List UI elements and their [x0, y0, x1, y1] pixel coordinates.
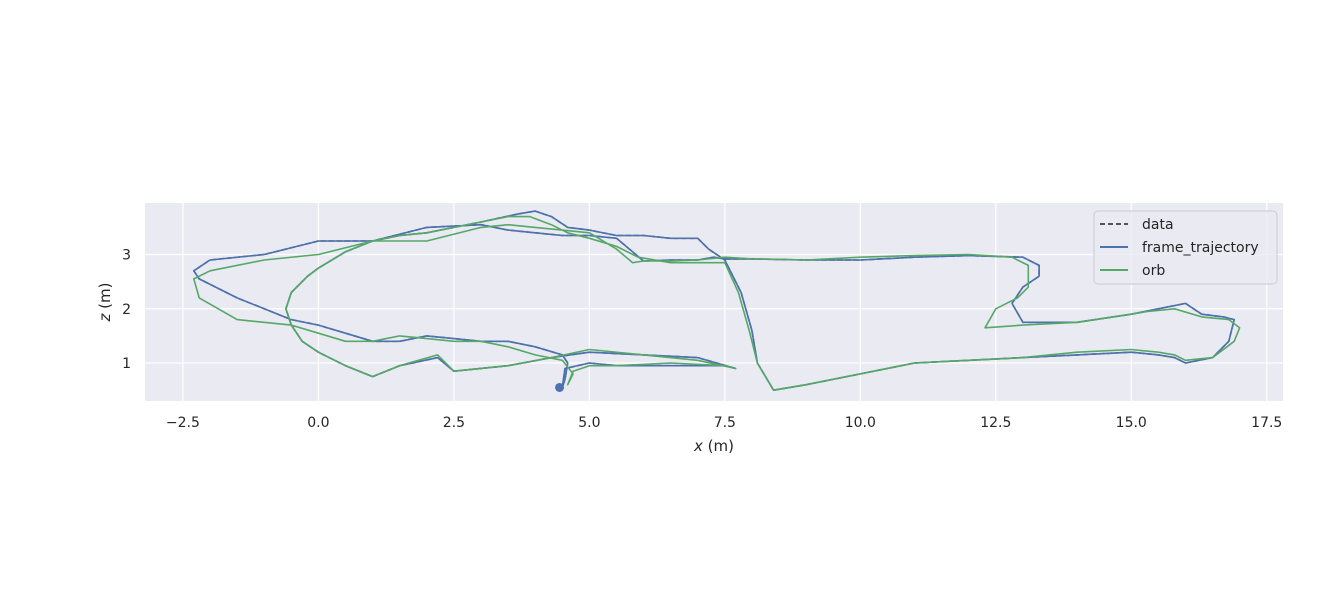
y-tick-label: 2 [122, 302, 131, 318]
series-layer [193, 210, 1241, 392]
plot-area [145, 203, 1283, 401]
y-axis-label-var: z [96, 312, 114, 322]
x-tick-label: 12.5 [980, 415, 1011, 431]
legend-box [1093, 210, 1278, 285]
x-tick-label: 5.0 [578, 415, 600, 431]
y-axis-label-unit: (m) [96, 283, 114, 314]
series-line-orb [193, 215, 1241, 392]
start-marker [555, 382, 565, 392]
y-tick-label: 1 [122, 356, 131, 372]
x-tick-label: 10.0 [845, 415, 876, 431]
legend-label: frame_trajectory [1142, 240, 1259, 256]
x-axis-ticks: −2.5 0.0 2.5 5.0 7.5 10.0 12.5 15.0 17.5 [166, 415, 1282, 431]
x-axis-label: x (m) [693, 437, 734, 455]
legend-label: data [1142, 217, 1174, 233]
y-axis-ticks: 1 2 3 [122, 248, 131, 372]
y-axis-label: z (m) [96, 283, 114, 323]
x-tick-label: 15.0 [1116, 415, 1147, 431]
y-tick-label: 3 [122, 248, 131, 264]
x-tick-label: 7.5 [714, 415, 736, 431]
x-tick-label: 2.5 [443, 415, 465, 431]
x-axis-label-var: x [693, 437, 703, 455]
x-tick-label: 17.5 [1251, 415, 1282, 431]
x-tick-label: 0.0 [307, 415, 329, 431]
x-axis-label-unit: (m) [703, 437, 734, 455]
x-tick-label: −2.5 [166, 415, 200, 431]
legend-label: orb [1142, 263, 1165, 279]
